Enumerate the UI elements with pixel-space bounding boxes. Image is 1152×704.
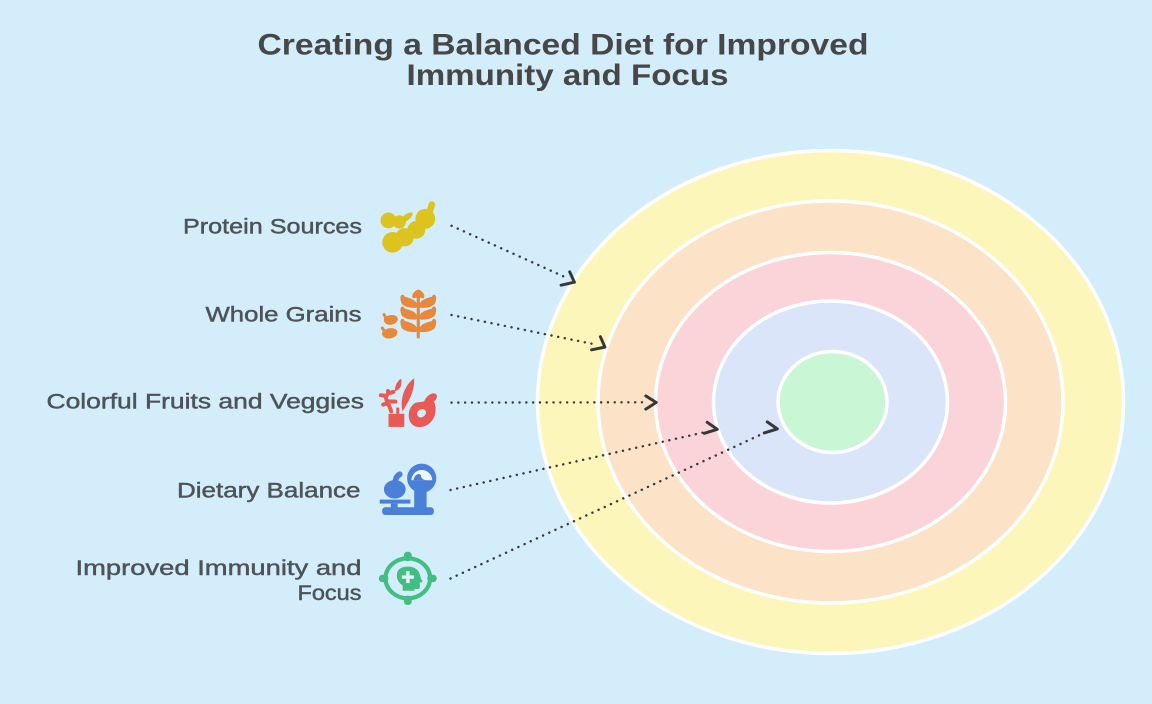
svg-text:Whole Grains: Whole Grains — [206, 303, 362, 326]
svg-text:Focus: Focus — [298, 582, 362, 605]
svg-text:Creating a Balanced Diet for I: Creating a Balanced Diet for Improved — [258, 29, 869, 62]
svg-text:Improved Immunity and: Improved Immunity and — [76, 557, 362, 580]
svg-text:Colorful Fruits and Veggies: Colorful Fruits and Veggies — [47, 391, 365, 414]
svg-text:Dietary Balance: Dietary Balance — [177, 480, 361, 503]
svg-text:Protein Sources: Protein Sources — [183, 216, 362, 239]
svg-text:Immunity and Focus: Immunity and Focus — [407, 59, 729, 92]
